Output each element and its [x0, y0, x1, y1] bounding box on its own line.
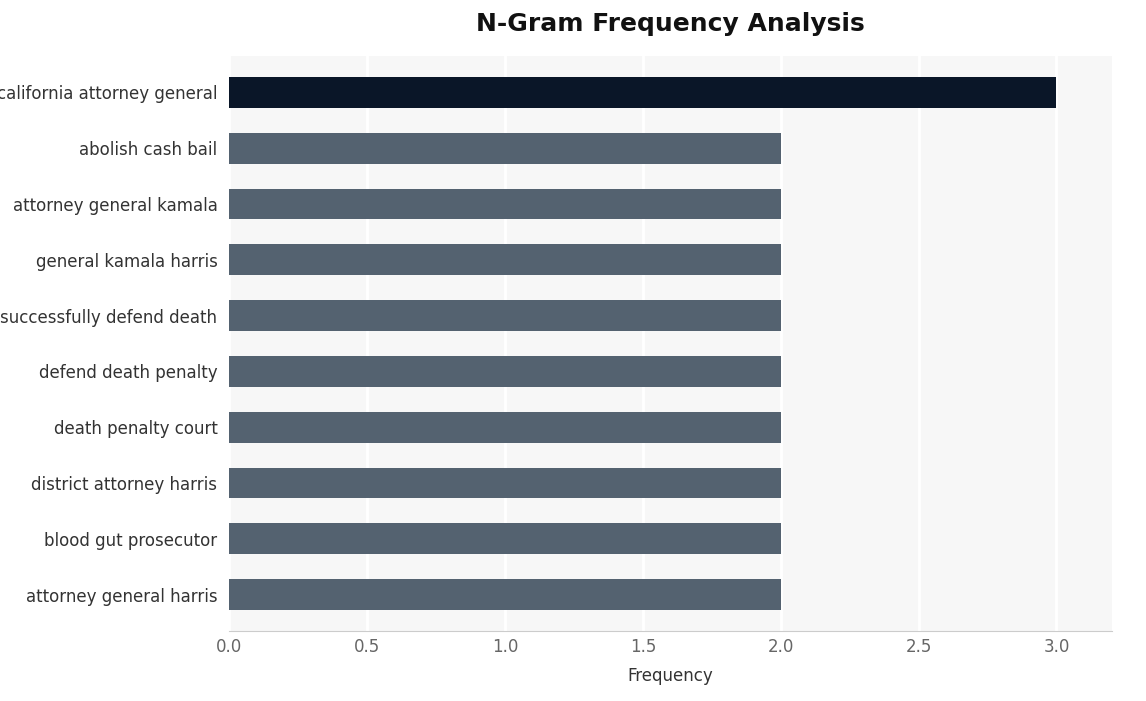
Title: N-Gram Frequency Analysis: N-Gram Frequency Analysis: [476, 12, 865, 36]
Bar: [229, 412, 780, 442]
Bar: [229, 356, 780, 387]
X-axis label: Frequency: Frequency: [628, 667, 713, 685]
Bar: [229, 245, 780, 275]
Bar: [229, 189, 780, 219]
Bar: [229, 468, 780, 498]
Bar: [229, 579, 780, 610]
Bar: [229, 132, 780, 163]
Bar: [229, 524, 780, 554]
Bar: [229, 77, 1057, 108]
Bar: [229, 300, 780, 331]
